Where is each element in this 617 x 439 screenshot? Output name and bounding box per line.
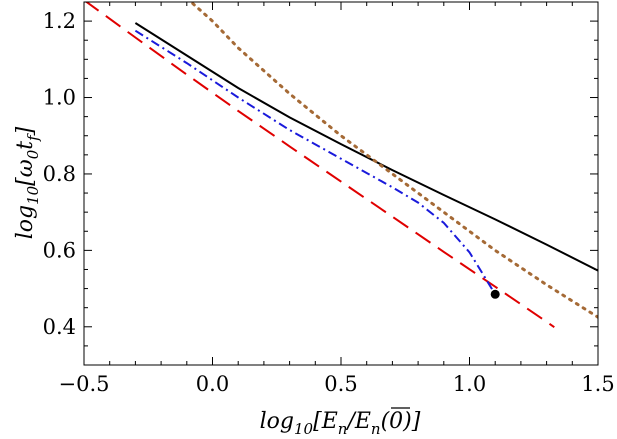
y-tick-label: 1.2	[43, 9, 76, 33]
marker-layer	[490, 289, 500, 299]
y-axis-label: log10[ω0tf]	[13, 126, 42, 239]
x-tick-label: 0.0	[196, 372, 229, 396]
x-tick-label: 1.0	[453, 372, 486, 396]
y-tick-label: 0.6	[43, 238, 76, 262]
series-line-dotted	[188, 2, 598, 319]
x-tick-label: −0.5	[59, 372, 110, 396]
y-tick-label: 1.0	[43, 86, 76, 110]
series-line-solid	[134, 22, 598, 272]
y-tick-label: 0.4	[43, 315, 76, 339]
ticks-layer	[83, 1, 599, 366]
series-line-dashed	[84, 2, 555, 329]
series-layer	[84, 2, 598, 329]
y-tick-label: 0.8	[43, 162, 76, 186]
tick-labels-layer: −0.5 0.0 0.5 1.0 1.5 0.4 0.6 0.8 1.0 1.2	[43, 9, 615, 396]
x-tick-label: 0.5	[324, 372, 357, 396]
series-line-dashdot	[134, 29, 497, 295]
x-tick-label: 1.5	[581, 372, 614, 396]
x-axis-label: log10[En/En(0)]	[260, 409, 421, 438]
data-point-marker	[490, 289, 500, 299]
